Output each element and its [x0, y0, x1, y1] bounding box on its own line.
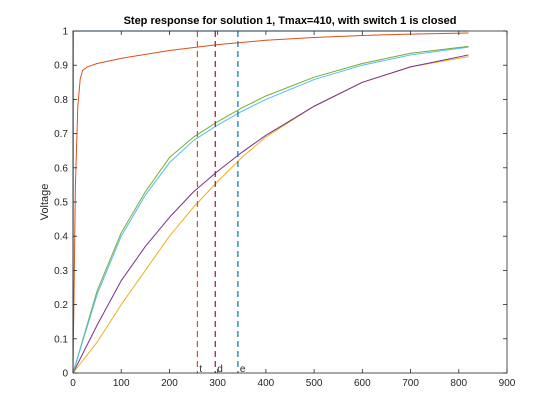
y-tick-label: 0.8: [54, 95, 68, 106]
x-tick-label: 100: [113, 378, 130, 389]
x-tick-label: 0: [70, 378, 76, 389]
x-tick-label: 400: [258, 378, 275, 389]
chart-title: Step response for solution 1, Tmax=410, …: [124, 15, 457, 27]
y-tick-label: 0.3: [54, 266, 68, 277]
y-tick-label: 0.2: [54, 300, 68, 311]
y-tick-label: 0.9: [54, 61, 68, 72]
marker-label-t: t: [199, 364, 202, 375]
y-tick-label: 0: [62, 369, 68, 380]
y-tick-label: 0.7: [54, 129, 68, 140]
y-tick-label: 0.6: [54, 163, 68, 174]
y-tick-label: 0.5: [54, 198, 68, 209]
x-tick-label: 500: [306, 378, 323, 389]
series-line-5: [72, 45, 469, 374]
y-tick-label: 0.1: [54, 334, 68, 345]
x-tick-label: 200: [161, 378, 178, 389]
y-tick-label: 0.4: [54, 232, 68, 243]
y-axis-label: Voltage: [39, 184, 51, 221]
x-tick-label: 600: [354, 378, 371, 389]
tick-layer: 0 100 200 300 400 500 600 700 800 900 0 0.1 0.2 0.3 0.…: [54, 27, 516, 390]
series-line-6: [72, 46, 469, 374]
x-tick-label: 300: [209, 378, 226, 389]
x-tick-label: 800: [450, 378, 467, 389]
marker-label-d: d: [217, 364, 223, 375]
marker-label-e: e: [240, 364, 246, 375]
x-tick-label: 900: [499, 378, 516, 389]
x-tick-label: 700: [402, 378, 419, 389]
series-line-2: [72, 32, 469, 374]
y-tick-label: 1: [62, 27, 68, 38]
series-line-4: [72, 54, 469, 374]
plot-area: [73, 31, 507, 373]
